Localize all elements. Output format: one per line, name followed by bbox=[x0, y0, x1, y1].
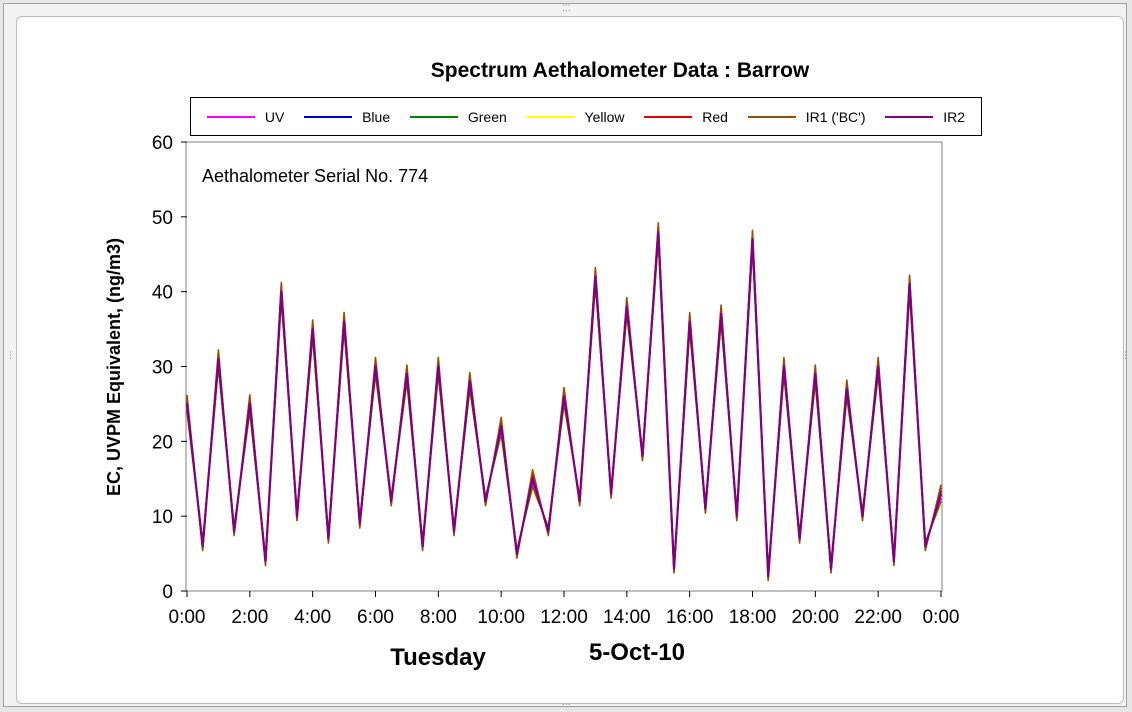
legend-item: Blue bbox=[304, 109, 390, 125]
x-axis-day-label: Tuesday bbox=[390, 644, 486, 671]
plot-area bbox=[185, 141, 943, 592]
x-axis-date-label: 5-Oct-10 bbox=[589, 639, 685, 666]
legend-swatch bbox=[206, 115, 255, 118]
y-tick-label: 20 bbox=[152, 432, 173, 453]
series-line bbox=[186, 222, 942, 582]
legend-label: UV bbox=[264, 108, 285, 125]
legend-label: Green bbox=[467, 108, 507, 125]
legend-item: IR1 ('BC') bbox=[747, 108, 866, 125]
legend-item: Yellow bbox=[526, 108, 625, 125]
legend-item: Red bbox=[644, 109, 728, 125]
top-resize-handle[interactable]: ⁚⁚⁚ bbox=[562, 4, 571, 14]
legend-label: Yellow bbox=[584, 108, 625, 125]
x-tick-label: 12:00 bbox=[540, 607, 588, 628]
x-tick-label: 16:00 bbox=[666, 607, 714, 628]
y-tick-label: 50 bbox=[152, 208, 173, 229]
legend-swatch bbox=[304, 115, 353, 118]
x-tick-label: 6:00 bbox=[357, 607, 394, 628]
y-tick-label: 30 bbox=[152, 358, 173, 379]
legend-label: Blue bbox=[362, 108, 391, 125]
legend-item: UV bbox=[206, 108, 285, 125]
y-tick-label: 0 bbox=[162, 582, 173, 603]
x-tick-label: 0:00 bbox=[169, 607, 206, 628]
legend-swatch bbox=[747, 115, 796, 118]
chart-title: Spectrum Aethalometer Data : Barrow bbox=[431, 59, 810, 82]
y-tick-label: 40 bbox=[152, 283, 173, 304]
legend-label: IR1 ('BC') bbox=[805, 108, 866, 125]
x-tick-label: 22:00 bbox=[854, 607, 902, 628]
left-resize-handle[interactable]: ⋮ bbox=[6, 351, 15, 361]
x-tick-label: 4:00 bbox=[294, 607, 331, 628]
legend-swatch bbox=[644, 115, 693, 118]
y-tick-label: 60 bbox=[152, 133, 173, 154]
y-axis-label: EC, UVPM Equivalent, (ng/m3) bbox=[104, 238, 124, 496]
legend-label: IR2 bbox=[943, 108, 966, 125]
legend-item: Green bbox=[409, 108, 507, 125]
x-tick-label: 10:00 bbox=[477, 607, 525, 628]
y-tick-label: 10 bbox=[152, 507, 173, 528]
right-resize-handle[interactable]: ⋮ bbox=[1121, 351, 1130, 361]
legend-swatch bbox=[885, 115, 934, 118]
legend-item: IR2 bbox=[885, 109, 965, 125]
x-tick-label: 14:00 bbox=[603, 607, 651, 628]
x-tick-label: 18:00 bbox=[729, 607, 777, 628]
serial-number-annotation: Aethalometer Serial No. 774 bbox=[202, 166, 428, 186]
x-tick-label: 20:00 bbox=[792, 607, 840, 628]
series-line bbox=[185, 230, 943, 578]
legend-label: Red bbox=[702, 108, 728, 125]
legend-swatch bbox=[526, 115, 575, 118]
legend-swatch bbox=[409, 115, 458, 118]
x-tick-label: 8:00 bbox=[420, 607, 457, 628]
x-tick-label: 0:00 bbox=[923, 607, 960, 628]
x-tick-label: 2:00 bbox=[231, 607, 268, 628]
chart-legend: UV Blue Green Yellow Red IR1 ('BC') IR2 bbox=[190, 97, 982, 136]
